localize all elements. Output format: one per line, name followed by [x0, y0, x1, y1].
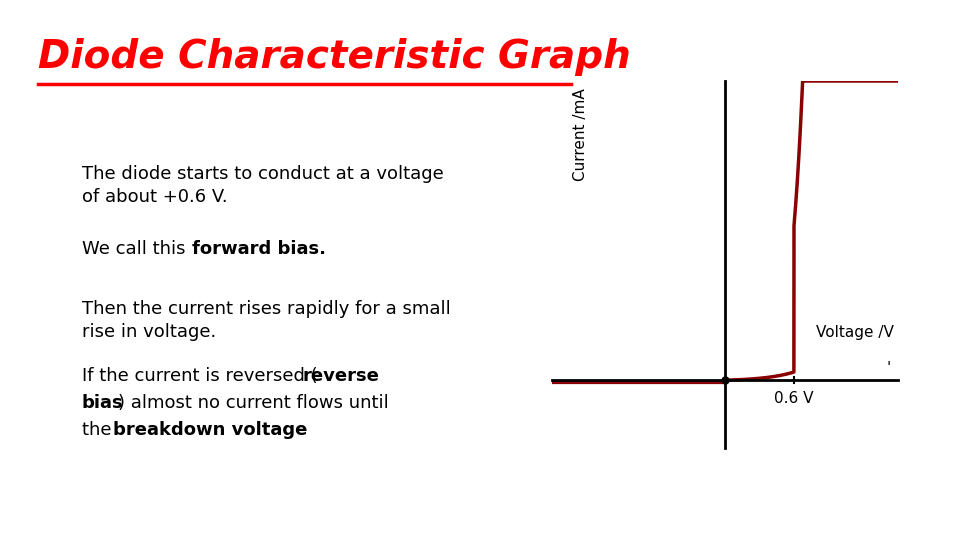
Text: reverse: reverse	[302, 367, 379, 385]
Text: Then the current rises rapidly for a small
rise in voltage.: Then the current rises rapidly for a sma…	[82, 300, 450, 341]
Text: the: the	[82, 421, 117, 439]
Text: Current /mA: Current /mA	[573, 89, 588, 181]
Text: bias: bias	[82, 394, 123, 412]
Text: If the current is reversed (: If the current is reversed (	[82, 367, 317, 385]
Text: The diode starts to conduct at a voltage
of about +0.6 V.: The diode starts to conduct at a voltage…	[82, 165, 444, 206]
Text: Voltage /V: Voltage /V	[816, 325, 894, 340]
Text: We call this: We call this	[82, 240, 191, 258]
Text: 0.6 V: 0.6 V	[774, 391, 814, 406]
Text: Diode Characteristic Graph: Diode Characteristic Graph	[38, 38, 631, 76]
Text: forward bias.: forward bias.	[192, 240, 326, 258]
Text: .: .	[255, 421, 261, 439]
Text: ) almost no current flows until: ) almost no current flows until	[118, 394, 389, 412]
Text: breakdown voltage: breakdown voltage	[113, 421, 307, 439]
Text: ': '	[886, 361, 891, 376]
